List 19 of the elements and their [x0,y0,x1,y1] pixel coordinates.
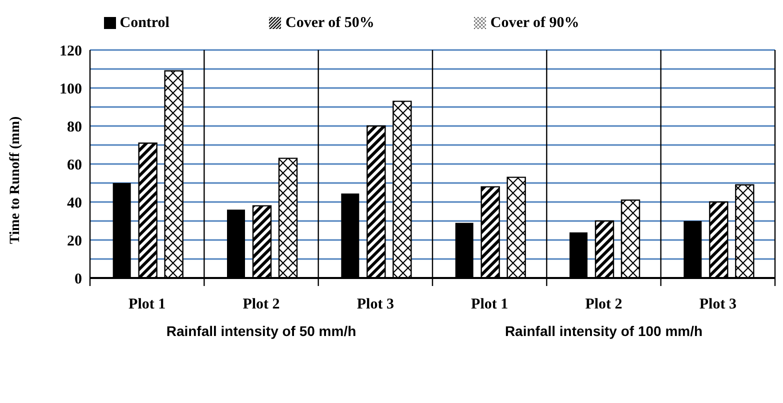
text: Rainfall intensity of 50 mm/h [166,323,356,339]
y-tick-label: 60 [67,157,82,174]
y-tick-label: 0 [74,271,82,288]
text: Rainfall intensity of 100 mm/h [504,323,703,339]
y-tick-label: 40 [67,195,82,212]
x-tick-label: Plot 2 [585,296,622,313]
y-tick-label: 120 [60,43,82,60]
x-tick-label: Plot 1 [471,296,508,313]
x-tick-label: Plot 3 [356,296,394,313]
y-tick-label: 100 [60,81,82,98]
legend-label: Cover of 50% [285,15,374,31]
x-tick-label: Plot 2 [242,296,280,313]
x-tick-label: Plot 1 [128,296,166,313]
y-tick-label: 20 [67,233,82,250]
x-tick-label: Plot 3 [699,296,736,313]
y-axis-title: Time to Runoff (mm) [8,116,23,244]
y-tick-label: 80 [67,119,82,136]
legend-label: Control [120,15,170,31]
legend-label: Cover of 90% [490,15,580,31]
